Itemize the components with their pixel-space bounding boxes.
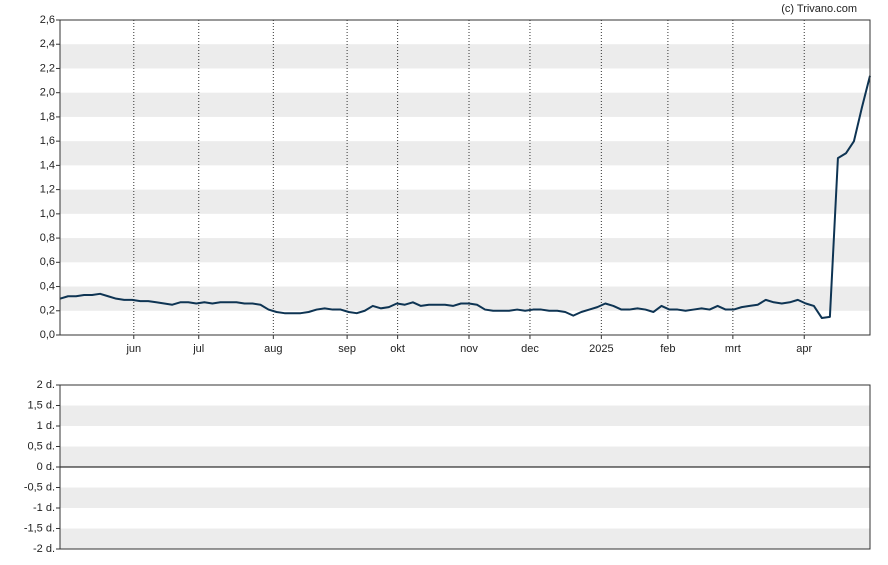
band (60, 446, 870, 467)
band (60, 189, 870, 214)
y-tick-label: 1,5 d. (27, 399, 55, 411)
band (60, 528, 870, 549)
y-tick-label: 0,2 (40, 305, 55, 317)
y-tick-label: 2 d. (37, 379, 55, 391)
band (60, 238, 870, 263)
y-tick-label: 0,5 d. (27, 440, 55, 452)
y-tick-label: 0 d. (37, 461, 55, 473)
y-tick-label: 1,4 (40, 159, 55, 171)
y-tick-label: 1,8 (40, 111, 55, 123)
band (60, 92, 870, 117)
credit: (c) Trivano.com (781, 3, 857, 15)
x-tick-label: 2025 (589, 343, 613, 355)
x-tick-label: jun (125, 343, 141, 355)
x-tick-label: jul (192, 343, 204, 355)
band (60, 44, 870, 69)
y-tick-label: -0,5 d. (24, 481, 55, 493)
y-tick-label: -2 d. (33, 543, 55, 555)
y-tick-label: 0,6 (40, 256, 55, 268)
y-tick-label: 2,2 (40, 62, 55, 74)
x-tick-label: apr (796, 343, 812, 355)
y-tick-label: 1,6 (40, 135, 55, 147)
y-tick-label: 0,8 (40, 232, 55, 244)
band (60, 286, 870, 311)
x-tick-label: nov (460, 343, 478, 355)
y-tick-label: 2,4 (40, 38, 55, 50)
price-line (59, 75, 871, 320)
y-tick-label: 1,2 (40, 184, 55, 196)
x-tick-label: okt (390, 343, 405, 355)
band (60, 141, 870, 166)
x-tick-label: sep (338, 343, 356, 355)
plot-frame (59, 19, 871, 336)
band (60, 487, 870, 508)
x-tick-label: mrt (725, 343, 741, 355)
y-tick-label: -1,5 d. (24, 522, 55, 534)
band (60, 405, 870, 426)
y-tick-label: 0,0 (40, 329, 55, 341)
y-tick-label: 2,0 (40, 87, 55, 99)
y-tick-label: 2,6 (40, 14, 55, 26)
y-tick-label: -1 d. (33, 502, 55, 514)
y-tick-label: 1 d. (37, 420, 55, 432)
x-tick-label: dec (521, 343, 539, 355)
x-tick-label: feb (660, 343, 675, 355)
y-tick-label: 1,0 (40, 208, 55, 220)
y-tick-label: 0,4 (40, 280, 55, 292)
plot-frame (59, 384, 871, 550)
x-tick-label: aug (264, 343, 282, 355)
